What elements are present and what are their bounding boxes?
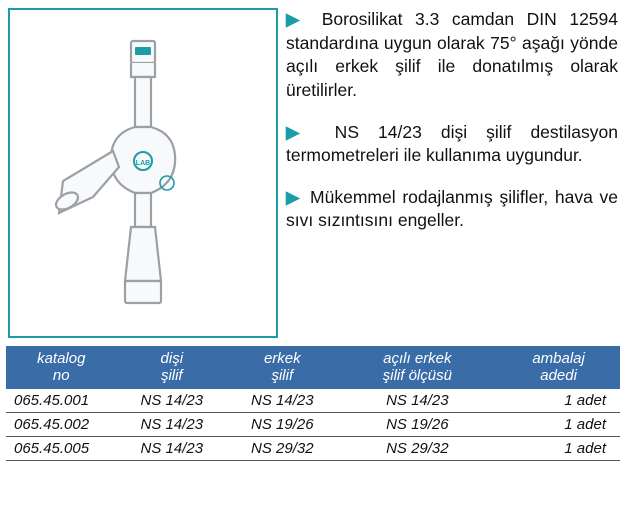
table-cell: NS 14/23 [117, 389, 228, 413]
description-paragraph: ▶ Borosilikat 3.3 camdan DIN 12594 stand… [286, 8, 618, 103]
table-cell: NS 29/32 [227, 436, 338, 460]
column-header-line2: adedi [503, 367, 614, 384]
column-header-line1: dişi [123, 350, 222, 367]
product-illustration: LAB [53, 33, 233, 313]
description-text: NS 14/23 dişi şilif destilasyon termomet… [286, 122, 618, 166]
table-header: katalognodişişiliferkekşilifaçılı erkekş… [6, 346, 620, 389]
table-body: 065.45.001NS 14/23NS 14/23NS 14/231 adet… [6, 389, 620, 461]
spec-table-wrap: katalognodişişiliferkekşilifaçılı erkekş… [0, 338, 626, 461]
table-cell: NS 29/32 [338, 436, 498, 460]
column-header-line1: katalog [12, 350, 111, 367]
column-header: ambalajadedi [497, 346, 620, 389]
bullet-arrow-icon: ▶ [286, 122, 314, 142]
table-cell: NS 14/23 [117, 412, 228, 436]
description-block: ▶ Borosilikat 3.3 camdan DIN 12594 stand… [286, 8, 618, 338]
column-header: erkekşilif [227, 346, 338, 389]
table-cell: NS 19/26 [338, 412, 498, 436]
table-row: 065.45.002NS 14/23NS 19/26NS 19/261 adet [6, 412, 620, 436]
column-header-line1: ambalaj [503, 350, 614, 367]
table-cell: 1 adet [497, 389, 620, 413]
bullet-arrow-icon: ▶ [286, 9, 307, 29]
bullet-arrow-icon: ▶ [286, 187, 301, 207]
table-cell: NS 14/23 [227, 389, 338, 413]
column-header-line1: erkek [233, 350, 332, 367]
column-header-line1: açılı erkek [344, 350, 492, 367]
product-image-box: LAB [8, 8, 278, 338]
table-cell: 1 adet [497, 436, 620, 460]
table-cell: 065.45.001 [6, 389, 117, 413]
column-header-line2: şilif ölçüsü [344, 367, 492, 384]
spec-table: katalognodişişiliferkekşilifaçılı erkekş… [6, 346, 620, 461]
description-paragraph: ▶ Mükemmel rodajlanmış şilifler, hava ve… [286, 186, 618, 233]
column-header-line2: şilif [123, 367, 222, 384]
table-row: 065.45.005NS 14/23NS 29/32NS 29/321 adet [6, 436, 620, 460]
table-cell: NS 19/26 [227, 412, 338, 436]
description-text: Mükemmel rodajlanmış şilifler, hava ve s… [286, 187, 618, 231]
table-cell: NS 14/23 [117, 436, 228, 460]
description-paragraph: ▶ NS 14/23 dişi şilif destilasyon termom… [286, 121, 618, 168]
description-text: Borosilikat 3.3 camdan DIN 12594 standar… [286, 9, 618, 100]
table-cell: 1 adet [497, 412, 620, 436]
top-section: LAB ▶ Borosilikat 3.3 camdan DIN 12594 s… [0, 0, 626, 338]
column-header-line2: no [12, 367, 111, 384]
table-cell: NS 14/23 [338, 389, 498, 413]
table-cell: 065.45.005 [6, 436, 117, 460]
column-header: açılı erkekşilif ölçüsü [338, 346, 498, 389]
column-header-line2: şilif [233, 367, 332, 384]
svg-text:LAB: LAB [136, 160, 150, 167]
column-header: katalogno [6, 346, 117, 389]
column-header: dişişilif [117, 346, 228, 389]
table-row: 065.45.001NS 14/23NS 14/23NS 14/231 adet [6, 389, 620, 413]
table-cell: 065.45.002 [6, 412, 117, 436]
